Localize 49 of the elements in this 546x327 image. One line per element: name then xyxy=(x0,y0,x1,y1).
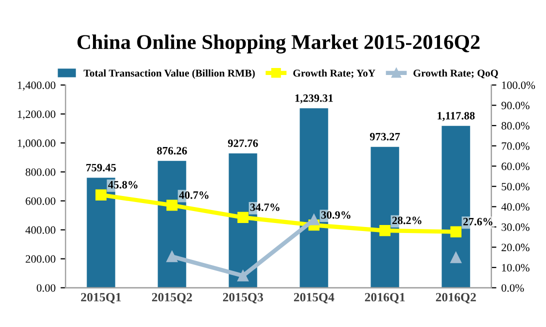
x-tick-label: 2015Q4 xyxy=(294,292,334,304)
data-label: 1,239.31 xyxy=(295,94,333,104)
data-label: 1,117.88 xyxy=(438,112,475,122)
y2-tick-label: 40.0% xyxy=(501,203,530,211)
data-label: 30.9% xyxy=(321,211,350,219)
y2-tick-label: 100.0% xyxy=(502,81,535,90)
data-label: 27.6% xyxy=(463,218,492,226)
x-tick-label: 2015Q1 xyxy=(81,292,121,304)
legend-label: Growth Rate; QoQ xyxy=(413,69,498,78)
data-label: 759.45 xyxy=(86,164,116,172)
y2-tick-label: 60.0% xyxy=(502,162,530,170)
data-label: 876.26 xyxy=(157,146,187,154)
x-tick-label: 2016Q2 xyxy=(436,292,476,304)
x-tick-label: 2015Q3 xyxy=(223,292,264,304)
point xyxy=(379,225,390,236)
data-label: 28.2% xyxy=(392,216,422,224)
y-tick-label: 1,200.00 xyxy=(18,110,56,120)
y2-tick-label: 50.0% xyxy=(502,182,530,190)
y2-tick-label: 20.0% xyxy=(502,244,530,252)
data-label: 40.7% xyxy=(179,191,208,199)
y-tick-label: 1,000.00 xyxy=(18,139,56,149)
data-label: 45.8% xyxy=(108,180,138,189)
y-tick-label: 800.00 xyxy=(26,168,56,176)
y-tick-label: 1,400.00 xyxy=(18,81,56,91)
point xyxy=(450,252,462,264)
point xyxy=(450,226,462,238)
point xyxy=(166,200,178,211)
data-label: 927.76 xyxy=(228,140,258,148)
y2-tick-label: 30.0% xyxy=(502,223,530,231)
point xyxy=(237,212,249,223)
y-tick-label: 0.00 xyxy=(36,284,56,292)
point xyxy=(95,189,107,200)
y2-tick-label: 90.0% xyxy=(501,102,530,110)
legend-label: Total Transaction Value (Billion RMB) xyxy=(84,69,255,79)
y2-tick-label: 10.0% xyxy=(502,264,530,272)
y2-tick-label: 0.0% xyxy=(502,284,524,292)
y2-tick-label: 70.0% xyxy=(502,142,530,150)
y-tick-label: 400.00 xyxy=(25,226,56,234)
chart-title: China Online Shopping Market 2015-2016Q2 xyxy=(77,34,480,54)
data-label: 973.27 xyxy=(370,132,400,140)
y-tick-label: 600.00 xyxy=(26,197,56,205)
point xyxy=(166,250,178,262)
x-tick-label: 2016Q1 xyxy=(364,292,405,304)
y2-tick-label: 80.0% xyxy=(502,122,530,130)
x-tick-label: 2015Q2 xyxy=(152,292,192,304)
y-tick-label: 200.00 xyxy=(26,255,56,263)
legend-label: Growth Rate; YoY xyxy=(293,69,376,78)
point xyxy=(237,270,249,282)
data-label: 34.7% xyxy=(250,203,280,212)
